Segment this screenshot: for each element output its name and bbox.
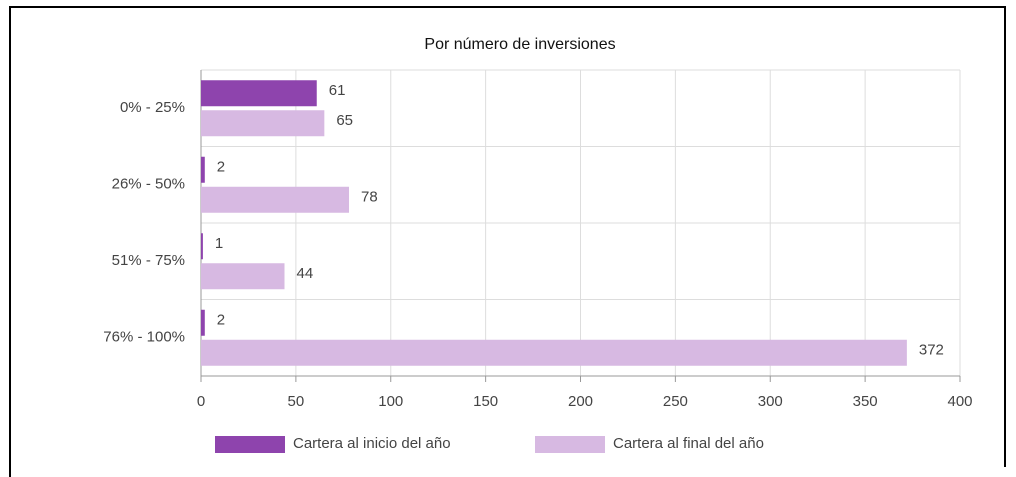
data-label: 61 bbox=[329, 82, 346, 99]
legend-label: Cartera al final del año bbox=[613, 435, 764, 452]
x-tick-label: 250 bbox=[663, 393, 688, 410]
bar bbox=[201, 309, 205, 336]
frame bbox=[9, 6, 1006, 477]
y-tick-label: 76% - 100% bbox=[103, 329, 185, 346]
data-label: 78 bbox=[361, 189, 378, 206]
bar bbox=[201, 233, 203, 260]
x-tick-label: 50 bbox=[288, 393, 305, 410]
legend-swatch bbox=[215, 436, 285, 453]
data-label: 44 bbox=[296, 265, 313, 282]
y-tick-label: 0% - 25% bbox=[120, 99, 185, 116]
x-tick-label: 150 bbox=[473, 393, 498, 410]
y-tick-label: 51% - 75% bbox=[112, 252, 185, 269]
bar bbox=[201, 263, 285, 290]
bar bbox=[201, 80, 317, 107]
data-label: 2 bbox=[217, 312, 225, 329]
data-label: 372 bbox=[919, 342, 944, 359]
x-tick-label: 400 bbox=[947, 393, 972, 410]
bar bbox=[201, 156, 205, 183]
x-tick-label: 0 bbox=[197, 393, 205, 410]
chart-title: Por número de inversiones bbox=[424, 36, 615, 53]
x-tick-label: 300 bbox=[758, 393, 783, 410]
legend-label: Cartera al inicio del año bbox=[293, 435, 451, 452]
x-tick-label: 350 bbox=[853, 393, 878, 410]
bar bbox=[201, 186, 350, 213]
bar bbox=[201, 110, 325, 137]
x-tick-label: 100 bbox=[378, 393, 403, 410]
data-label: 2 bbox=[217, 159, 225, 176]
y-tick-label: 26% - 50% bbox=[112, 176, 185, 193]
data-label: 1 bbox=[215, 235, 223, 252]
x-tick-label: 200 bbox=[568, 393, 593, 410]
bar bbox=[201, 339, 907, 366]
data-label: 65 bbox=[336, 112, 353, 129]
legend-swatch bbox=[535, 436, 605, 453]
